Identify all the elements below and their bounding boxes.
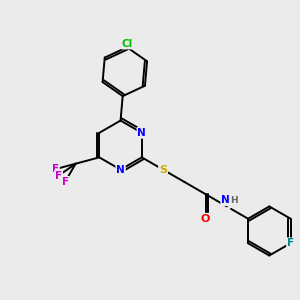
Text: F: F (52, 164, 59, 174)
Text: O: O (201, 214, 210, 224)
Text: H: H (230, 196, 238, 205)
Text: F: F (61, 177, 69, 187)
Text: N: N (137, 128, 146, 138)
Text: N: N (221, 195, 230, 205)
Text: Cl: Cl (121, 38, 133, 49)
Text: F: F (287, 238, 294, 248)
Text: S: S (159, 165, 167, 175)
Text: F: F (55, 171, 62, 181)
Text: N: N (116, 165, 125, 175)
